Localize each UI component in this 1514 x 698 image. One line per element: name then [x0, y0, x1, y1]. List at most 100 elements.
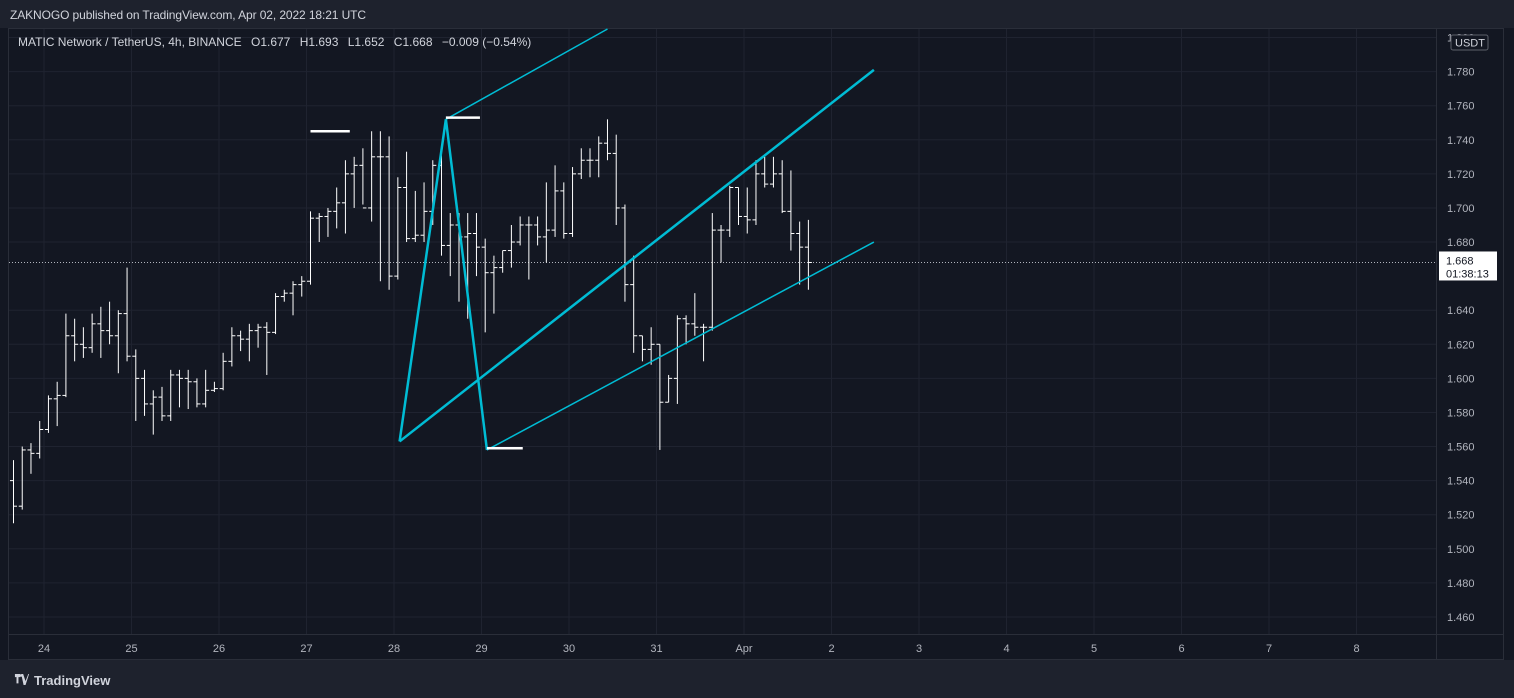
- ohlc-bar: [184, 369, 192, 410]
- ohlc-bar: [62, 313, 70, 398]
- grid-lines: [9, 29, 1436, 634]
- time-tick-label: 25: [125, 643, 137, 655]
- ohlc-bar: [796, 221, 804, 285]
- ohlc-bar: [630, 255, 638, 353]
- ohlc-bar: [10, 460, 17, 524]
- last-price-label: 1.668: [1446, 255, 1474, 267]
- ohlc-bar: [376, 131, 384, 282]
- ohlc-bar: [298, 276, 306, 297]
- ohlc-bar: [341, 160, 349, 234]
- ohlc-bar: [638, 335, 646, 362]
- ohlc-bar: [359, 148, 367, 209]
- price-tick-label: 1.580: [1447, 407, 1475, 419]
- ohlc-bar: [700, 323, 708, 362]
- ohlc-bar: [708, 213, 716, 331]
- time-tick-label: 7: [1266, 643, 1272, 655]
- ohlc-bar: [44, 395, 52, 433]
- ohlc-bar: [394, 177, 402, 280]
- ohlc-bar: [289, 281, 297, 316]
- price-tick-label: 1.680: [1447, 237, 1475, 249]
- time-tick-label: 2: [828, 643, 834, 655]
- ohlc-bar: [647, 327, 655, 365]
- price-tick-label: 1.620: [1447, 339, 1475, 351]
- ohlc-bar: [673, 315, 681, 404]
- pitchfork-upper-line[interactable]: [445, 28, 608, 120]
- time-tick-label: 4: [1003, 643, 1009, 655]
- low-label: L: [347, 35, 355, 49]
- ohlc-bar: [682, 315, 690, 345]
- pitchfork-drawing[interactable]: [310, 28, 875, 451]
- last-price-badge[interactable]: [1439, 251, 1497, 281]
- ohlc-bar: [219, 352, 227, 391]
- publish-info: ZAKNOGO published on TradingView.com, Ap…: [10, 8, 366, 22]
- ohlc-bar: [507, 224, 515, 268]
- ohlc-bar: [333, 187, 341, 229]
- open-label: O: [250, 35, 261, 49]
- ohlc-bar: [71, 318, 79, 362]
- price-tick-label: 1.500: [1447, 544, 1475, 556]
- high-label: H: [299, 35, 309, 49]
- pitchfork-handle[interactable]: [398, 119, 489, 451]
- ohlc-bar: [769, 156, 777, 188]
- ohlc-bar: [175, 369, 183, 408]
- price-tick-label: 1.700: [1447, 203, 1475, 215]
- price-tick-label: 1.480: [1447, 578, 1475, 590]
- symbol-name[interactable]: MATIC Network / TetherUS, 4h, BINANCE: [18, 35, 242, 49]
- price-tick-label: 1.540: [1447, 476, 1475, 488]
- time-tick-label: 3: [916, 643, 922, 655]
- time-tick-label: 26: [213, 643, 225, 655]
- ohlc-bar: [272, 293, 280, 335]
- ohlc-bar: [778, 160, 786, 214]
- ohlc-bar: [787, 170, 795, 251]
- tradingview-logo-icon: [14, 674, 30, 685]
- ohlc-bar: [411, 190, 419, 243]
- price-tick-label: 1.760: [1447, 101, 1475, 113]
- ohlc-bar: [350, 156, 358, 208]
- ohlc-bar: [551, 165, 559, 237]
- time-axis[interactable]: 24 25 26 27 28 29 30 31 Apr 2 3 4 5 6 7 8: [9, 634, 1503, 656]
- ohlc-bar: [665, 374, 673, 403]
- ohlc-bar: [621, 204, 629, 302]
- ohlc-bar: [141, 369, 149, 416]
- time-tick-label: 8: [1353, 643, 1359, 655]
- price-tick-label: 1.640: [1447, 305, 1475, 317]
- ohlc-bar: [499, 250, 507, 273]
- currency-badge[interactable]: [1450, 34, 1489, 51]
- ohlc-bar: [280, 289, 288, 302]
- ohlc-bar: [306, 211, 314, 285]
- ohlc-bar: [735, 186, 743, 225]
- time-tick-label: 27: [300, 643, 312, 655]
- ohlc-bar: [36, 420, 44, 459]
- ohlc-bar: [27, 443, 35, 474]
- ohlc-bar: [324, 207, 332, 237]
- ohlc-bar: [403, 151, 411, 243]
- ohlc-bar: [79, 327, 87, 358]
- ohlc-bar: [420, 182, 428, 243]
- ohlc-bar: [490, 255, 498, 314]
- ohlc-bar: [560, 182, 568, 239]
- pitchfork-median-line[interactable]: [398, 68, 875, 443]
- ohlc-bar: [752, 160, 760, 225]
- ohlc-bar: [525, 216, 533, 280]
- ohlc-bar: [542, 182, 550, 263]
- price-axis[interactable]: 1.8001.7801.7601.7401.7201.7001.6801.640…: [1436, 29, 1504, 660]
- ohlc-bar: [132, 349, 140, 421]
- time-tick-label: Apr: [735, 643, 752, 655]
- ohlc-bar: [245, 323, 253, 362]
- ohlc-bar: [691, 293, 699, 336]
- time-tick-label: 30: [563, 643, 575, 655]
- publish-header: [0, 0, 1514, 28]
- ohlc-bar: [385, 136, 393, 290]
- ohlc-bar: [97, 306, 105, 358]
- ohlc-bar: [123, 267, 131, 362]
- ohlc-bar: [586, 148, 594, 178]
- price-bars: [10, 119, 812, 524]
- pitchfork-lower-line[interactable]: [486, 241, 875, 451]
- ohlc-bar: [149, 390, 157, 435]
- price-axis-bg[interactable]: [1437, 29, 1503, 659]
- price-tick-label: 1.720: [1447, 169, 1475, 181]
- footer: [0, 660, 1514, 698]
- tradingview-brand: TradingView: [34, 673, 111, 688]
- ohlc-bar: [656, 343, 664, 450]
